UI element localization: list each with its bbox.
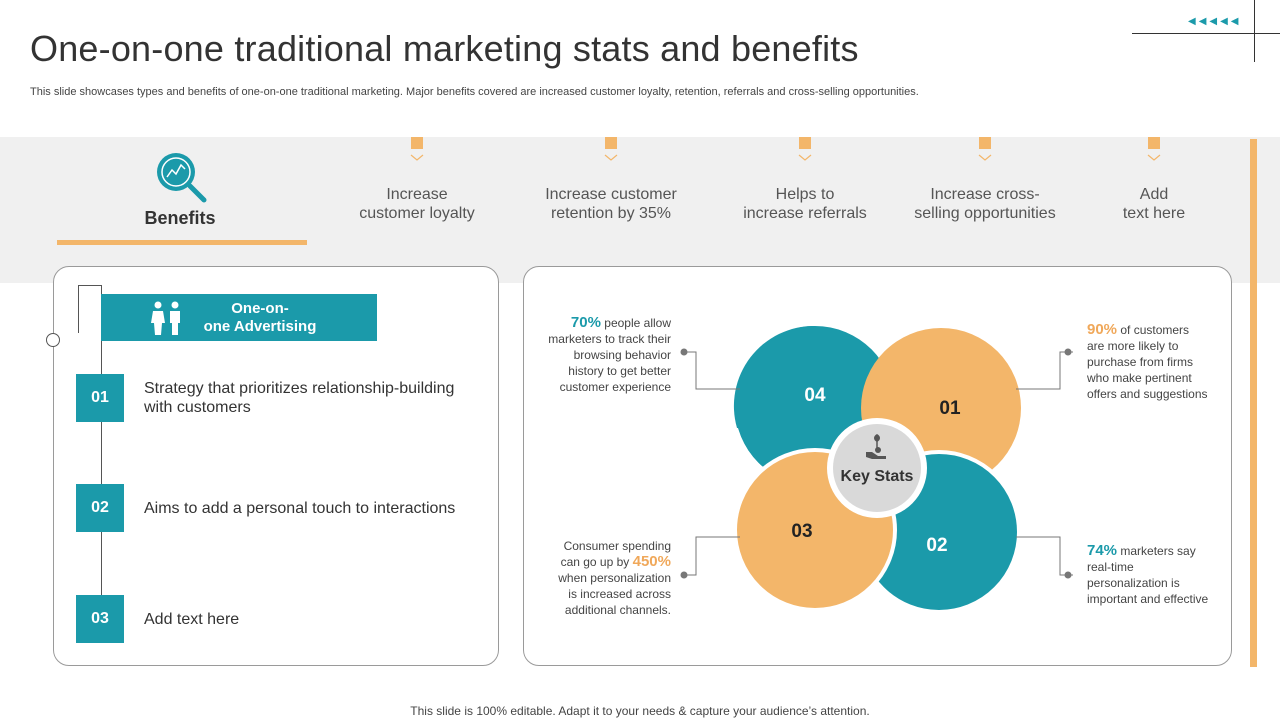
decorative-crosshair-vline bbox=[1254, 0, 1255, 62]
petal-label-01: 01 bbox=[939, 398, 961, 419]
benefit-tab bbox=[605, 137, 617, 149]
magnifier-chart-icon bbox=[157, 153, 207, 203]
tree-connector bbox=[78, 285, 79, 333]
benefit-item: Increase customer loyalty bbox=[327, 137, 507, 223]
page-subtitle: This slide showcases types and benefits … bbox=[30, 86, 919, 98]
decorative-right-bar bbox=[1250, 139, 1257, 667]
page-title: One-on-one traditional marketing stats a… bbox=[30, 28, 859, 69]
step-number: 02 bbox=[76, 484, 124, 532]
benefit-tab bbox=[799, 137, 811, 149]
step-text: Aims to add a personal touch to interact… bbox=[144, 500, 456, 517]
footer-note: This slide is 100% editable. Adapt it to… bbox=[410, 704, 870, 718]
decorative-arrows-icon: ◀◀◀◀◀ bbox=[1188, 16, 1242, 27]
chevron-down-icon bbox=[410, 154, 424, 161]
petal-label-04: 04 bbox=[804, 385, 826, 406]
petal-label-03: 03 bbox=[791, 521, 813, 542]
benefits-label: Benefits bbox=[144, 208, 216, 228]
plant-money-icon bbox=[866, 434, 886, 459]
key-stats-diagram bbox=[733, 325, 1021, 614]
decorative-crosshair-hline bbox=[1132, 33, 1280, 34]
step-number: 03 bbox=[76, 595, 124, 643]
petal-label-02: 02 bbox=[926, 535, 948, 556]
advertising-title: One-on-one Advertising bbox=[203, 300, 317, 335]
stat-450: Consumer spending can go up by 450% when… bbox=[558, 539, 671, 617]
chevron-down-icon bbox=[1147, 154, 1161, 161]
benefit-text: Increase customer retention by 35% bbox=[545, 186, 677, 222]
benefit-item: Increase customer retention by 35% bbox=[521, 137, 701, 223]
benefits-underline bbox=[57, 240, 307, 245]
benefit-item: Increase cross-selling opportunities bbox=[895, 137, 1075, 223]
benefit-tab bbox=[979, 137, 991, 149]
benefit-text: Increase customer loyalty bbox=[359, 186, 475, 222]
step-number: 01 bbox=[76, 374, 124, 422]
benefit-tab bbox=[411, 137, 423, 149]
step-text: Strategy that prioritizes relationship-b… bbox=[144, 380, 455, 416]
stat-74: 74% marketers say real-time personalizat… bbox=[1087, 542, 1209, 607]
benefit-text: Increase cross-selling opportunities bbox=[914, 186, 1056, 222]
stat-70: 70% people allow marketers to track thei… bbox=[548, 314, 671, 395]
stat-90: 90% of customers are more likely to purc… bbox=[1087, 321, 1208, 402]
step-text: Add text here bbox=[144, 611, 240, 628]
benefits-band bbox=[0, 137, 1280, 283]
advertising-header: One-on-one Advertising bbox=[101, 294, 377, 341]
benefit-item: Helps to increase referrals bbox=[715, 137, 895, 223]
benefit-text: Add text here bbox=[1122, 186, 1186, 222]
benefit-item: Add text here bbox=[1064, 137, 1244, 223]
chevron-down-icon bbox=[978, 154, 992, 161]
tree-node bbox=[46, 333, 60, 347]
benefit-text: Helps to increase referrals bbox=[743, 186, 867, 222]
tree-connector bbox=[101, 285, 102, 618]
benefit-tab bbox=[1148, 137, 1160, 149]
key-stats-center-label: Key Stats bbox=[840, 468, 914, 485]
chevron-down-icon bbox=[798, 154, 812, 161]
chevron-down-icon bbox=[604, 154, 618, 161]
tree-connector bbox=[78, 285, 102, 286]
people-icon bbox=[151, 301, 180, 335]
